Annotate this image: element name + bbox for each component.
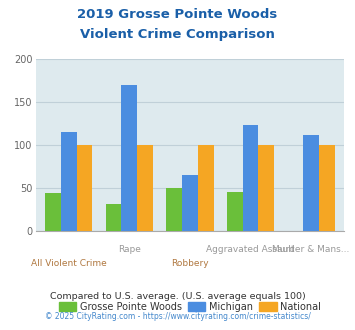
Bar: [166, 188, 182, 231]
Text: Robbery: Robbery: [171, 259, 209, 268]
Bar: [182, 175, 198, 231]
Bar: [319, 145, 335, 231]
Legend: Grosse Pointe Woods, Michigan, National: Grosse Pointe Woods, Michigan, National: [55, 298, 325, 315]
Bar: [77, 145, 92, 231]
Bar: [121, 85, 137, 231]
Bar: [242, 125, 258, 231]
Text: All Violent Crime: All Violent Crime: [31, 259, 107, 268]
Bar: [303, 135, 319, 231]
Text: Murder & Mans...: Murder & Mans...: [272, 245, 350, 254]
Bar: [227, 191, 242, 231]
Text: Compared to U.S. average. (U.S. average equals 100): Compared to U.S. average. (U.S. average …: [50, 292, 305, 301]
Text: © 2025 CityRating.com - https://www.cityrating.com/crime-statistics/: © 2025 CityRating.com - https://www.city…: [45, 312, 310, 321]
Text: Rape: Rape: [118, 245, 141, 254]
Text: Violent Crime Comparison: Violent Crime Comparison: [80, 28, 275, 41]
Bar: [106, 204, 121, 231]
Bar: [258, 145, 274, 231]
Bar: [61, 132, 77, 231]
Bar: [198, 145, 214, 231]
Text: Aggravated Assault: Aggravated Assault: [206, 245, 295, 254]
Text: 2019 Grosse Pointe Woods: 2019 Grosse Pointe Woods: [77, 8, 278, 21]
Bar: [45, 193, 61, 231]
Bar: [137, 145, 153, 231]
